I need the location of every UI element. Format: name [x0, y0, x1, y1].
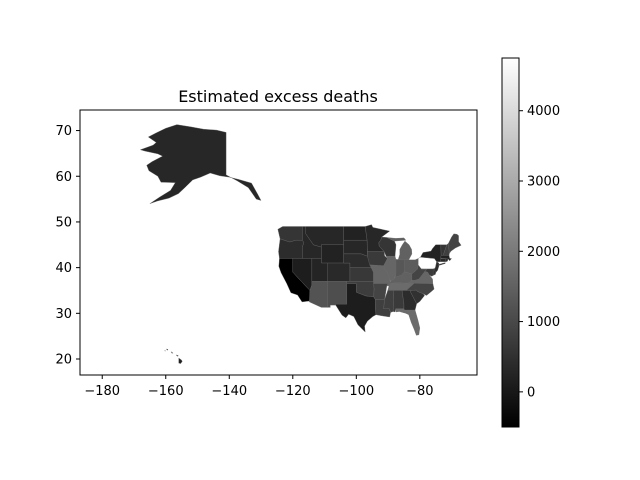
state-oregon: Oregon: 400 — [278, 238, 305, 259]
y-axis: 20 30 40 50 60 70 — [55, 124, 80, 368]
map-axes-frame — [79, 109, 478, 376]
state-pennsylvania: Pennsylvania: 4750 — [418, 256, 437, 270]
state-north-dakota: North Dakota: 200 — [343, 226, 368, 241]
colorbar-tick-label: 0 — [527, 385, 535, 400]
map-axes-background — [80, 110, 477, 375]
y-tick-label: 40 — [55, 261, 72, 276]
x-tick-label: −180 — [84, 384, 120, 399]
y-tick-label: 50 — [55, 215, 72, 230]
state-hawaii: Hawaii: 200 — [164, 348, 183, 364]
colorbar-gradient — [502, 58, 519, 427]
colorbar-axis: 0 1000 2000 3000 4000 — [519, 104, 560, 400]
colorbar-tick-label: 3000 — [527, 175, 560, 190]
state-iowa: Iowa: 700 — [367, 251, 388, 266]
y-tick-label: 70 — [55, 124, 72, 139]
colorbar-frame — [501, 57, 520, 428]
y-tick-label: 30 — [55, 307, 72, 322]
chart-title: Estimated excess deaths — [178, 87, 378, 106]
state-maine: Maine: 900 — [448, 233, 462, 254]
colorbar-tick-label: 4000 — [527, 104, 560, 119]
x-axis: −180 −160 −140 −120 −100 −80 — [84, 375, 434, 399]
x-tick-label: −160 — [148, 384, 184, 399]
map-layer: Alaska: 300Hawaii: 200Washington: 600Ore… — [139, 124, 462, 364]
x-tick-label: −120 — [275, 384, 311, 399]
y-tick-label: 60 — [55, 170, 72, 185]
x-tick-label: −100 — [338, 384, 374, 399]
state-connecticut: Connecticut: 350 — [440, 258, 447, 262]
state-wyoming: Wyoming: 200 — [321, 244, 344, 264]
colorbar-tick-label: 1000 — [527, 315, 560, 330]
state-new-mexico: New Mexico: 1100 — [327, 281, 347, 308]
y-tick-label: 20 — [55, 353, 72, 368]
state-texas: Texas: 100 — [335, 283, 377, 333]
state-delaware: Delaware: 500 — [432, 268, 436, 275]
x-tick-label: −80 — [406, 384, 433, 399]
state-kansas: Kansas: 650 — [349, 267, 374, 282]
x-tick-label: −140 — [211, 384, 247, 399]
state-alaska: Alaska: 300 — [139, 124, 262, 204]
state-florida: Florida: 1700 — [395, 308, 421, 336]
colorbar-tick-label: 2000 — [527, 245, 560, 260]
state-mississippi: Mississippi: 800 — [383, 290, 394, 313]
state-colorado: Colorado: 350 — [327, 262, 351, 282]
